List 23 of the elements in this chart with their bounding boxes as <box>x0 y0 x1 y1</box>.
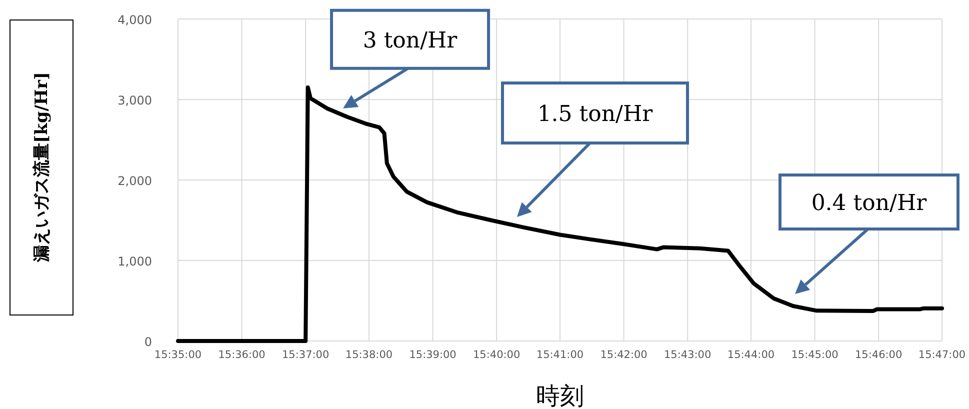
x-tick-label: 15:44:00 <box>727 349 775 361</box>
x-tick-label: 15:38:00 <box>345 349 393 361</box>
annotation: 1.5 ton/Hr <box>537 102 654 127</box>
x-tick-label: 15:46:00 <box>855 349 902 361</box>
x-tick-label: 15:43:00 <box>664 349 712 361</box>
x-tick-label: 15:41:00 <box>536 349 584 361</box>
x-tick-label: 15:35:00 <box>154 349 202 361</box>
x-tick-label: 15:39:00 <box>409 349 456 361</box>
x-tick-label: 15:37:00 <box>282 349 330 361</box>
x-tick-label: 15:47:00 <box>918 349 966 361</box>
y-tick-label: 1,000 <box>118 254 152 268</box>
x-tick-label: 15:36:00 <box>218 349 266 361</box>
x-axis-title: 時刻 <box>536 382 584 409</box>
y-tick-label: 2,000 <box>118 174 152 188</box>
annotation: 3 ton/Hr <box>362 28 458 54</box>
y-tick-label: 4,000 <box>118 13 152 27</box>
y-axis-title: 漏えいガス流量[kg/Hr] <box>32 72 52 263</box>
annotation: 0.4 ton/Hr <box>811 191 928 216</box>
x-tick-label: 15:40:00 <box>473 349 520 361</box>
y-tick-label: 0 <box>144 335 152 349</box>
x-tick-label: 15:42:00 <box>600 349 648 361</box>
y-tick-label: 3,000 <box>118 94 152 108</box>
x-tick-label: 15:45:00 <box>791 349 838 361</box>
